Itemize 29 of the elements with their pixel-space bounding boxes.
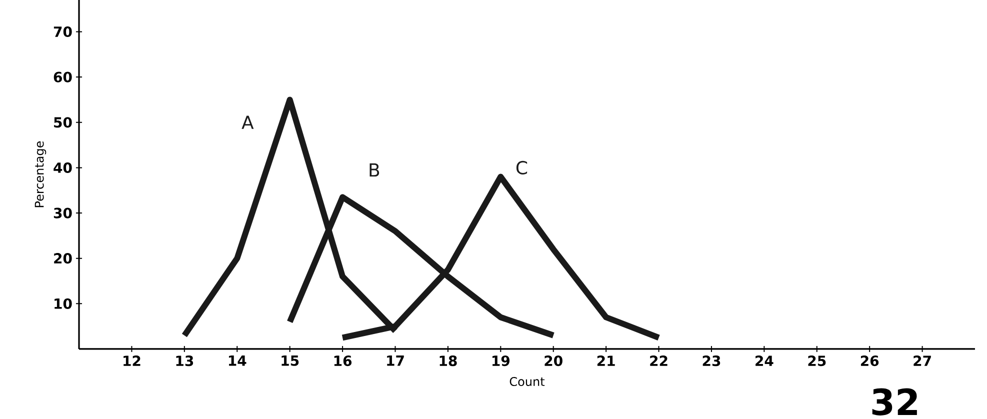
y-tick-label: 70	[54, 26, 72, 38]
y-tick-label: 10	[54, 298, 72, 309]
x-tick-label: 14	[228, 356, 246, 366]
x-tick-label: 19	[492, 356, 510, 366]
x-tick-label: 20	[544, 356, 562, 366]
y-tick-label: 50	[54, 117, 72, 128]
x-tick-label: 27	[914, 356, 931, 366]
x-tick-label: 13	[176, 356, 194, 366]
x-tick-label: 22	[650, 356, 668, 366]
x-tick-label: 26	[860, 356, 879, 366]
x-tick-label: 23	[702, 356, 720, 366]
y-tick-label: 40	[54, 162, 72, 173]
series-label: C	[516, 160, 528, 174]
x-tick-label: 15	[282, 356, 299, 366]
y-tick-label: 30	[54, 208, 72, 218]
x-axis-title: Count	[510, 376, 545, 386]
x-tick-label: 25	[808, 356, 826, 366]
series-label: B	[370, 163, 380, 177]
x-tick-label: 16	[334, 356, 352, 366]
x-tick-label: 18	[440, 356, 457, 366]
x-tick-label: 12	[124, 356, 140, 366]
series-label: A	[242, 116, 254, 129]
x-tick-label: 21	[597, 356, 615, 366]
x-tick-label: 17	[387, 356, 404, 366]
y-tick-label: 20	[54, 253, 72, 264]
text: 32	[872, 388, 917, 416]
y-axis-title: Percentage	[34, 141, 46, 208]
x-tick-label: 24	[756, 356, 774, 366]
y-tick-label: 60	[54, 72, 72, 82]
